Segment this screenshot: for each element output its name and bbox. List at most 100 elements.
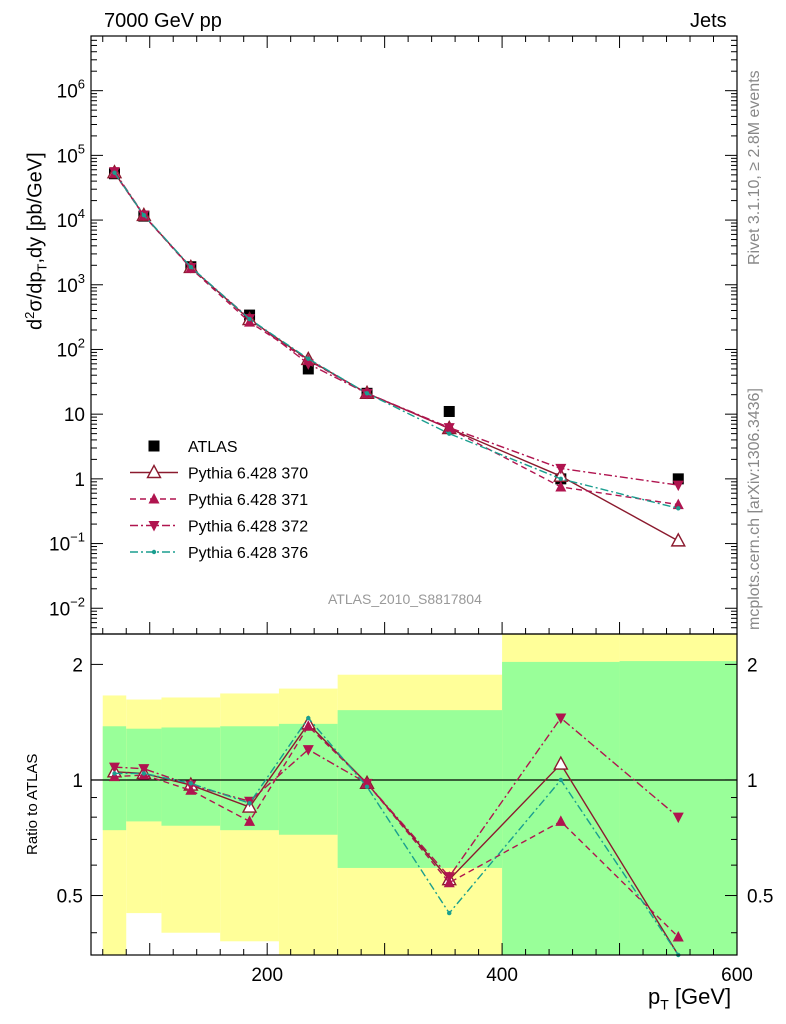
x-tick-label: 400 bbox=[486, 965, 518, 986]
ratio-y-tick-label-right: 2 bbox=[747, 655, 758, 676]
ratio-y-tick-label-right: 1 bbox=[747, 771, 758, 792]
ratio-series-line bbox=[114, 725, 679, 938]
ratio-series-point bbox=[108, 770, 120, 782]
series-point bbox=[447, 431, 452, 436]
ratio-series-1 bbox=[108, 720, 684, 942]
series-point bbox=[247, 316, 252, 322]
header-right: Jets bbox=[690, 10, 727, 32]
ratio-series-point bbox=[443, 872, 455, 883]
green-band-bin bbox=[619, 661, 737, 955]
series-line bbox=[113, 172, 679, 510]
y-tick-label: 102 bbox=[57, 335, 85, 361]
legend: ATLAS Pythia 6.428 370 Pythia 6.428 371 Pyt… bbox=[130, 439, 308, 562]
ratio-series-point bbox=[138, 764, 150, 775]
ratio-series-point bbox=[188, 781, 194, 786]
ratio-series-line bbox=[114, 716, 679, 878]
ratio-series-point bbox=[553, 755, 569, 770]
ratio-series-point bbox=[672, 930, 684, 942]
ratio-series-point bbox=[555, 815, 567, 826]
axis-ticks bbox=[91, 35, 738, 955]
x-tick-label: 600 bbox=[721, 965, 753, 986]
data-point bbox=[443, 405, 455, 417]
y-tick-label: 104 bbox=[57, 206, 85, 232]
ratio-y-tick-label: 0.5 bbox=[57, 887, 83, 908]
mcplots-reference-text: mcplots.cern.ch [arXiv:1306.3436] bbox=[746, 388, 763, 630]
main-series-1 bbox=[106, 164, 686, 547]
plot-frames bbox=[90, 35, 738, 956]
ratio-series-point bbox=[185, 780, 197, 792]
series-point bbox=[555, 463, 567, 475]
ratio-series-point bbox=[555, 713, 567, 725]
series-point bbox=[555, 480, 567, 492]
series-line bbox=[113, 172, 679, 542]
ratio-y-tick-label-right: 0.5 bbox=[747, 887, 773, 908]
ratio-series-point bbox=[558, 777, 564, 783]
green-band-bin bbox=[502, 661, 620, 955]
ratio-series-point bbox=[112, 771, 117, 776]
ratio-series-3 bbox=[112, 715, 681, 958]
legend-marker bbox=[151, 549, 157, 555]
ratio-series-point bbox=[447, 910, 452, 916]
legend-entry-2: Pythia 6.428 371 bbox=[130, 492, 308, 509]
series-point bbox=[558, 476, 564, 482]
y-tick-label: 105 bbox=[57, 141, 85, 167]
ratio-plot-frame bbox=[90, 633, 738, 956]
ratio-series-point bbox=[672, 812, 684, 824]
legend-label: Pythia 6.428 370 bbox=[188, 466, 308, 483]
ratio-series-point bbox=[361, 778, 373, 790]
data-point bbox=[672, 473, 684, 485]
series-point bbox=[364, 391, 370, 396]
x-tick-label: 200 bbox=[251, 965, 283, 986]
series-point bbox=[672, 498, 684, 510]
y-tick-label: 10 bbox=[64, 405, 85, 426]
legend-marker bbox=[148, 440, 160, 452]
legend-label: Pythia 6.428 372 bbox=[188, 519, 308, 536]
ratio-y-axis-label: Ratio to ATLAS bbox=[24, 753, 41, 855]
ratio-series-point bbox=[302, 745, 314, 756]
series-point bbox=[112, 170, 117, 175]
y-tick-label: 1 bbox=[74, 470, 85, 491]
legend-label: Pythia 6.428 376 bbox=[188, 545, 308, 562]
ratio-series-point bbox=[306, 715, 311, 721]
series-point bbox=[302, 359, 314, 370]
y-tick-label: 10−1 bbox=[49, 530, 85, 556]
y-tick-label: 10−2 bbox=[49, 594, 85, 620]
legend-marker bbox=[148, 521, 160, 532]
legend-label: ATLAS bbox=[188, 439, 238, 456]
ratio-series-point bbox=[141, 771, 147, 776]
series-point bbox=[443, 423, 455, 434]
ratio-uncertainty-bands bbox=[91, 634, 737, 955]
ratio-series-point bbox=[302, 720, 314, 731]
main-series-0 bbox=[108, 168, 684, 485]
ratio-series-point bbox=[108, 762, 120, 774]
main-y-axis-label: d2σ/dpT,dy [pb/GeV] bbox=[22, 152, 50, 330]
y-tick-label: 103 bbox=[57, 271, 85, 297]
series-point bbox=[188, 264, 194, 270]
legend-entry-3: Pythia 6.428 372 bbox=[130, 519, 308, 536]
series-point bbox=[670, 532, 686, 547]
series-point bbox=[141, 212, 147, 218]
green-band-bin bbox=[278, 723, 338, 835]
series-layer bbox=[106, 164, 686, 958]
x-axis-label: pT [GeV] bbox=[648, 984, 732, 1013]
analysis-watermark: ATLAS_2010_S8817804 bbox=[328, 591, 482, 607]
main-series-2 bbox=[108, 167, 684, 510]
ratio-series-2 bbox=[108, 713, 684, 883]
main-series-4 bbox=[112, 170, 681, 511]
series-point bbox=[676, 506, 681, 511]
legend-marker bbox=[148, 493, 160, 504]
legend-entry-1: Pythia 6.428 370 bbox=[130, 464, 308, 483]
legend-entry-4: Pythia 6.428 376 bbox=[130, 545, 308, 562]
ratio-series-point bbox=[247, 800, 252, 806]
ratio-series-point bbox=[244, 815, 256, 826]
y-tick-label: 106 bbox=[57, 77, 85, 103]
header-left: 7000 GeV pp bbox=[104, 10, 222, 32]
rivet-version-text: Rivet 3.1.10, ≥ 2.8M events bbox=[746, 70, 763, 265]
ratio-y-tick-label: 2 bbox=[72, 655, 83, 676]
ratio-series-point bbox=[364, 784, 370, 789]
legend-entry-0: ATLAS bbox=[148, 439, 238, 456]
ratio-y-tick-label: 1 bbox=[72, 771, 83, 792]
legend-label: Pythia 6.428 371 bbox=[188, 492, 308, 509]
series-point bbox=[306, 356, 311, 361]
